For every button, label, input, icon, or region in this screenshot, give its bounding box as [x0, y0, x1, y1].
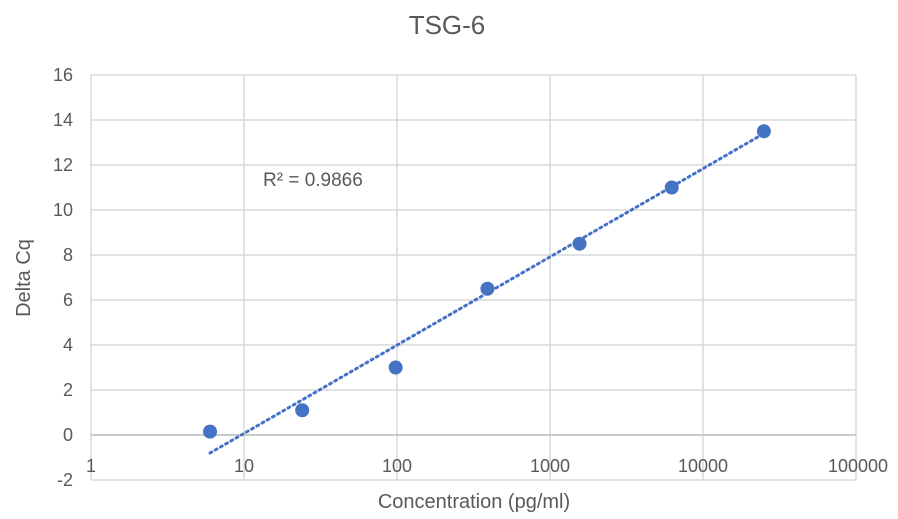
y-tick-label: 0: [63, 425, 73, 445]
data-point: [295, 403, 310, 418]
y-tick-label: 4: [63, 335, 73, 355]
x-tick-label: 100: [382, 456, 412, 476]
x-tick-label: 10000: [678, 456, 728, 476]
y-tick-labels: -2 0 2 4 6 8 10 12 14 16: [53, 65, 73, 490]
y-tick-label: 14: [53, 110, 73, 130]
y-axis-label: Delta Cq: [13, 239, 35, 317]
x-tick-label: 1000: [530, 456, 570, 476]
data-point: [756, 124, 771, 139]
grid: [90, 74, 857, 481]
x-tick-label: 1: [86, 456, 96, 476]
y-tick-label: 16: [53, 65, 73, 85]
y-tick-label: -2: [57, 470, 73, 490]
data-point: [572, 236, 587, 251]
data-point: [203, 424, 218, 439]
y-tick-label: 2: [63, 380, 73, 400]
r-squared-annotation: R² = 0.9866: [263, 170, 363, 191]
x-tick-labels: 1 10 100 1000 10000 100000: [86, 456, 888, 476]
data-point: [664, 180, 679, 195]
data-points: [203, 124, 771, 439]
x-tick-label: 10: [234, 456, 254, 476]
y-tick-label: 8: [63, 245, 73, 265]
x-axis-label: Concentration (pg/ml): [378, 491, 570, 513]
data-point: [388, 360, 403, 375]
y-tick-label: 12: [53, 155, 73, 175]
data-point: [480, 281, 495, 296]
chart-title: TSG-6: [409, 10, 486, 40]
y-tick-label: 10: [53, 200, 73, 220]
x-tick-label: 100000: [828, 456, 888, 476]
y-tick-label: 6: [63, 290, 73, 310]
